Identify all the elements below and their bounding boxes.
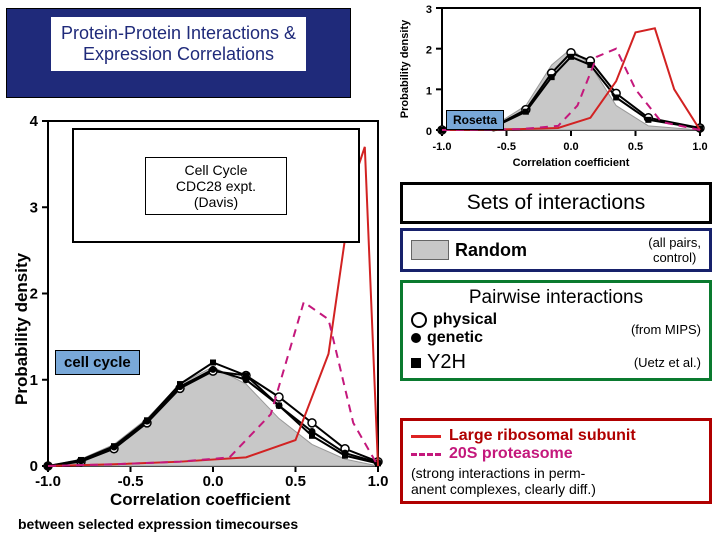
random-note: (all pairs, control) [648, 235, 701, 265]
svg-text:0.5: 0.5 [628, 141, 643, 153]
title-text: Protein-Protein Interactions & Expressio… [51, 17, 306, 71]
ribosome-legend: Large ribosomal subunit [411, 427, 701, 445]
svg-text:1.0: 1.0 [368, 473, 389, 490]
main-ylabel: Probability density [12, 253, 32, 405]
y2h-note: (Uetz et al.) [634, 355, 701, 370]
genetic-legend: genetic [411, 329, 497, 347]
footer-left: between selected expression timecourses [18, 516, 298, 532]
sets-title: Sets of interactions [467, 191, 646, 214]
random-swatch [411, 240, 449, 260]
physical-legend: physical [411, 311, 497, 329]
svg-text:1.0: 1.0 [692, 141, 707, 153]
svg-text:-0.5: -0.5 [497, 141, 516, 153]
pairwise-legend-box: Pairwise interactions physical genetic (… [400, 280, 712, 381]
random-legend-box: Random (all pairs, control) [400, 228, 712, 272]
complex-legend-box: Large ribosomal subunit 20S proteasome (… [400, 418, 712, 504]
svg-text:0.0: 0.0 [203, 473, 224, 490]
svg-text:3: 3 [426, 4, 432, 16]
pairwise-title: Pairwise interactions [411, 287, 701, 309]
svg-text:3: 3 [30, 199, 38, 216]
mips-note: (from MIPS) [631, 322, 701, 337]
svg-text:-1.0: -1.0 [35, 473, 61, 490]
svg-text:-0.5: -0.5 [118, 473, 144, 490]
proteasome-legend: 20S proteasome [411, 445, 701, 463]
svg-text:Probability density: Probability density [399, 19, 411, 118]
y2h-legend: Y2H [411, 351, 466, 374]
title-line1: Protein-Protein Interactions & [61, 23, 296, 43]
cellcycle-badge: cell cycle [55, 350, 140, 375]
svg-text:0.0: 0.0 [563, 141, 578, 153]
title-container: Protein-Protein Interactions & Expressio… [6, 8, 351, 98]
svg-text:Correlation coefficient: Correlation coefficient [513, 157, 630, 169]
svg-text:0.5: 0.5 [285, 473, 306, 490]
svg-text:1: 1 [426, 85, 432, 97]
svg-text:0: 0 [30, 458, 38, 475]
main-chart-inset: Cell Cycle CDC28 expt. (Davis) [72, 128, 360, 243]
circle-open-icon [411, 312, 427, 328]
rosetta-badge: Rosetta [446, 110, 504, 130]
red-note: (strong interactions in perm-anent compl… [411, 465, 701, 497]
svg-text:0: 0 [426, 126, 432, 138]
svg-text:2: 2 [426, 45, 432, 57]
main-chart-inset-text: Cell Cycle CDC28 expt. (Davis) [145, 157, 287, 215]
small-chart-svg: -1.0 -0.5 0.0 0.5 1.0 0 1 2 3 Probability density… [394, 2, 714, 177]
pink-dash-icon [411, 453, 441, 456]
main-xlabel: Correlation coefficient [110, 490, 290, 510]
small-chart: -1.0 -0.5 0.0 0.5 1.0 0 1 2 3 Probability density… [394, 2, 714, 177]
svg-text:4: 4 [30, 115, 39, 130]
inset-line1: Cell Cycle [184, 162, 247, 178]
sets-title-box: Sets of interactions [400, 182, 712, 224]
red-line-icon [411, 435, 441, 438]
circle-filled-icon [411, 333, 421, 343]
title-line2: Expression Correlations [83, 44, 274, 64]
square-icon [411, 358, 421, 368]
random-label: Random [455, 240, 527, 261]
svg-text:-1.0: -1.0 [433, 141, 452, 153]
inset-line2: CDC28 expt. (Davis) [176, 178, 256, 210]
